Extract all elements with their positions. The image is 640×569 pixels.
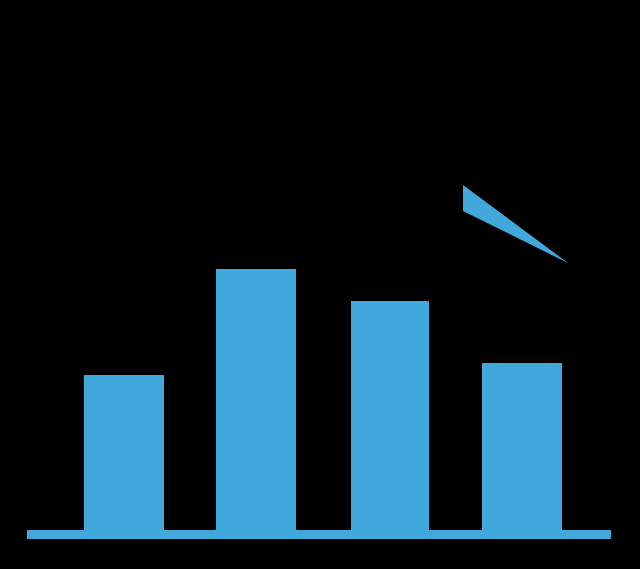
bar-1 [84,375,164,530]
bar-4 [482,363,562,530]
downward-swoosh-shape [463,185,568,263]
bar-3 [351,301,429,530]
bar-2 [216,269,296,530]
baseline [27,530,611,539]
